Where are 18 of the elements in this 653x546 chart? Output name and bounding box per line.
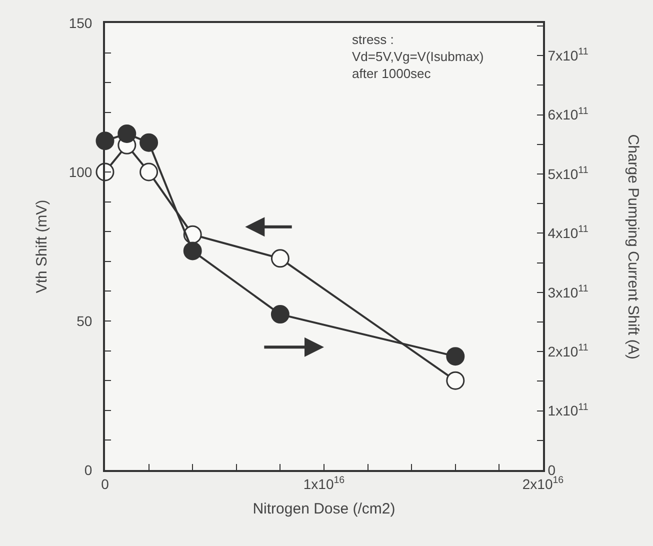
- y2-tick-label: 3x10$^{11}$: [548, 283, 588, 300]
- y-tick-label: 50: [76, 312, 92, 329]
- y2-tick-label: 2x10$^{11}$: [548, 342, 588, 360]
- x-tick-label: 2x10$^{16}$: [522, 474, 564, 492]
- y-tick-label: 0: [84, 462, 92, 478]
- annotation: stress : Vd=5V,Vg=V(Isubmax) after 1000sec: [352, 32, 484, 81]
- x-tick-label: 1x10$^{16}$: [303, 474, 346, 492]
- y2-axis-title: Charge Pumping Current Shift (A): [624, 134, 642, 360]
- y-tick-label: 100: [68, 164, 92, 180]
- y2-tick-label: 7x10$^{11}$: [548, 46, 588, 64]
- y-axis-title: Vth Shift (mV): [34, 200, 51, 294]
- y2-tick-label: 4x10$^{11}$: [548, 224, 588, 242]
- y2-tick-label: 5x10$^{11}$: [548, 164, 588, 182]
- y2-tick-label: 1x10$^{11}$: [548, 402, 588, 419]
- x-axis-title: Nitrogen Dose (/cm2): [252, 500, 396, 518]
- y-tick-label: 150: [68, 14, 92, 31]
- x-tick-label: 0: [101, 476, 110, 492]
- y2-tick-label: 6x10$^{11}$: [548, 106, 588, 123]
